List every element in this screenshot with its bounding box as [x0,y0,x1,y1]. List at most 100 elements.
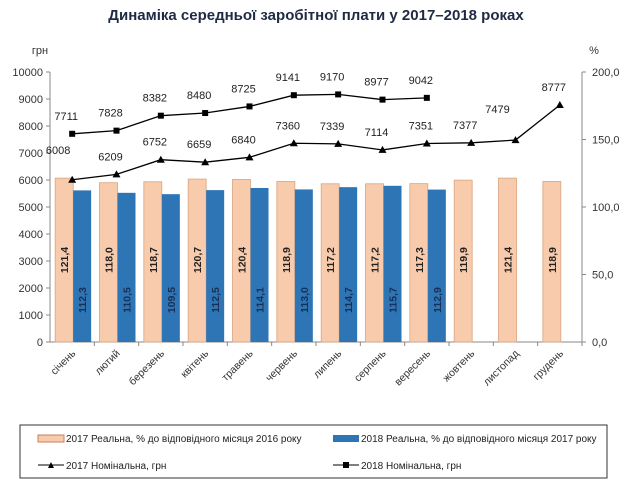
point-2017-nominal [555,101,564,109]
right-tick-label: 50,0 [592,270,613,282]
bar-2017-real [542,181,562,343]
point-2018-nominal [379,96,386,103]
left-tick-label: 4000 [19,229,43,241]
bar-data-label: 109,5 [166,287,178,313]
bar-data-label: 113,0 [299,287,311,313]
left-tick-label: 2000 [19,283,43,295]
bar-data-label: 119,9 [458,247,470,273]
point-2017-nominal [156,155,165,163]
point-2017-nominal [68,175,77,183]
point-2017-nominal [467,138,476,146]
bar-data-label: 110,5 [122,287,134,313]
bar-data-label: 118,9 [281,247,293,273]
bar-data-label: 112,9 [432,287,444,313]
line-data-label: 8777 [542,82,566,94]
line-2017-nominal [72,104,561,181]
bar-2018-real [339,187,358,342]
line-data-label: 8977 [364,77,388,89]
bar-data-label: 118,0 [104,247,116,273]
right-tick-label: 0,0 [592,337,607,349]
line-data-label: 6209 [98,151,122,163]
legend-swatch-2018-real [333,435,359,442]
bar-2018-real [161,194,180,342]
left-tick-label: 0 [37,337,43,349]
legend-label-2017-real: 2017 Реальна, % до відповідного місяця 2… [66,434,302,445]
bar-data-label: 117,3 [414,247,426,273]
bar-2017-real [498,177,517,343]
line-data-label: 7360 [276,120,300,132]
point-2018-nominal [246,103,253,110]
x-tick-label: квітень [179,347,212,380]
point-2018-nominal [423,94,430,101]
legend-label-2017-nominal: 2017 Номінальна, грн [66,461,166,472]
point-2018-nominal [202,110,209,117]
line-data-label: 6659 [187,139,211,151]
line-data-label: 8480 [187,90,211,102]
bar-data-label: 114,1 [255,287,267,313]
line-data-label: 7711 [54,111,78,123]
legend-triangle-marker-icon [48,462,54,468]
bar-2018-real [294,189,313,342]
point-2018-nominal [290,92,297,99]
bar-data-label: 112,3 [77,287,89,313]
line-data-label: 7377 [453,120,477,132]
bar-2018-real [383,185,402,342]
right-axis-unit: % [589,45,599,57]
legend: 2017 Реальна, % до відповідного місяця 2… [19,424,608,479]
right-tick-label: 150,0 [592,135,620,147]
line-data-label: 6752 [143,137,167,149]
bar-data-label: 120,4 [237,247,249,273]
point-2018-nominal [157,112,164,119]
left-tick-label: 8000 [19,121,43,133]
bar-data-label: 115,7 [388,287,400,313]
x-tick-label: лютий [93,348,123,378]
point-2017-nominal [511,136,520,144]
bar-data-label: 118,7 [148,247,160,273]
x-tick-label: січень [48,347,78,377]
left-tick-label: 1000 [19,310,43,322]
bar-2018-real [250,187,269,342]
x-tick-label: листопад [481,348,522,389]
left-tick-label: 9000 [19,94,43,106]
point-2017-nominal [245,153,254,161]
point-2017-nominal [112,170,121,178]
point-2017-nominal [334,139,343,147]
bar-data-label: 118,9 [547,247,559,273]
bar-data-label: 114,7 [343,287,355,313]
point-2017-nominal [201,158,210,166]
chart-title: Динаміка середньої заробітної плати у 20… [108,7,524,24]
bar-data-label: 117,2 [325,247,337,273]
point-2018-nominal [69,130,76,137]
left-tick-label: 5000 [19,202,43,214]
legend-swatch-2017-real [37,434,65,443]
x-tick-label: липень [311,347,344,380]
line-data-label: 7351 [409,121,433,133]
left-axis-unit: грн [32,45,48,57]
bar-2018-real [117,192,136,342]
legend-label-2018-nominal: 2018 Номінальна, грн [361,461,461,472]
left-tick-label: 7000 [19,148,43,160]
x-tick-label: травень [220,347,256,383]
left-tick-label: 10000 [12,67,43,79]
x-tick-label: березень [127,347,168,388]
line-data-label: 9141 [276,72,300,84]
line-data-label: 7828 [98,108,122,120]
line-data-label: 7479 [485,104,509,116]
point-2018-nominal [335,91,342,98]
line-data-label: 6008 [46,145,70,157]
line-data-label: 9170 [320,71,344,83]
x-tick-label: вересень [392,347,433,388]
bar-data-label: 112,5 [210,287,222,313]
legend-square-marker-icon [343,462,349,468]
bar-2017-real [453,179,473,343]
point-2018-nominal [113,127,120,134]
line-data-label: 9042 [409,75,433,87]
bar-2018-real [427,189,446,342]
point-2017-nominal [378,145,387,153]
point-2017-nominal [289,139,298,147]
right-tick-label: 100,0 [592,202,620,214]
left-tick-label: 3000 [19,256,43,268]
legend-label-2018-real: 2018 Реальна, % до відповідного місяця 2… [361,434,597,445]
